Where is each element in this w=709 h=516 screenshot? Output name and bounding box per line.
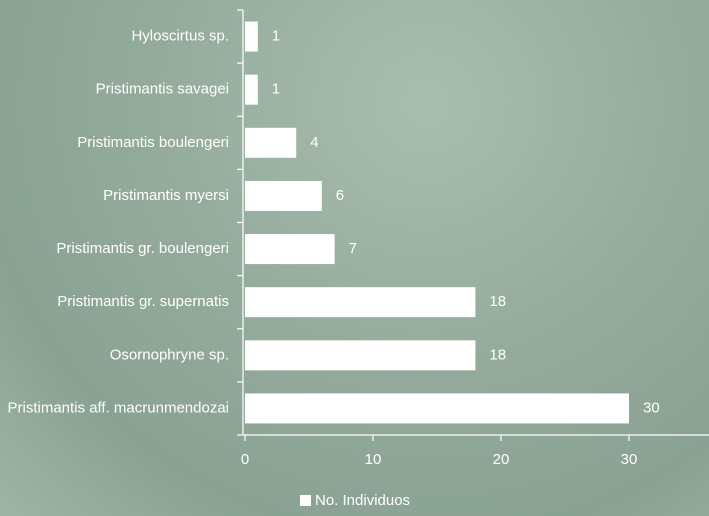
x-tick-label: 0	[241, 451, 249, 468]
bar	[245, 21, 258, 52]
x-tick-label: 20	[493, 451, 510, 468]
data-label: 18	[489, 346, 506, 363]
y-tick-label: Pristimantis aff. macrunmendozai	[8, 399, 229, 416]
y-tick-label: Pristimantis myersi	[103, 187, 229, 204]
legend-label: No. Individuos	[315, 492, 410, 509]
y-tick-label: Pristimantis gr. boulengeri	[56, 240, 229, 257]
y-tick-label: Pristimantis boulengeri	[77, 134, 229, 151]
data-label: 6	[336, 187, 344, 204]
bar	[245, 287, 476, 318]
bar	[245, 234, 335, 265]
bar	[245, 127, 297, 158]
data-label: 18	[489, 293, 506, 310]
bar	[245, 180, 322, 211]
data-label: 30	[643, 399, 660, 416]
bar	[245, 74, 258, 105]
data-label: 7	[349, 240, 357, 257]
data-label: 4	[310, 134, 318, 151]
y-tick-label: Pristimantis savagei	[96, 81, 229, 98]
x-tick-label: 10	[365, 451, 382, 468]
bar	[245, 393, 629, 424]
y-tick-label: Osornophryne sp.	[110, 346, 229, 363]
bar	[245, 340, 476, 371]
x-tick-label: 30	[621, 451, 638, 468]
y-tick-label: Pristimantis gr. supernatis	[57, 293, 229, 310]
data-label: 1	[272, 28, 280, 45]
y-tick-label: Hyloscirtus sp.	[131, 28, 229, 45]
data-label: 1	[272, 81, 280, 98]
legend-swatch	[300, 495, 311, 506]
